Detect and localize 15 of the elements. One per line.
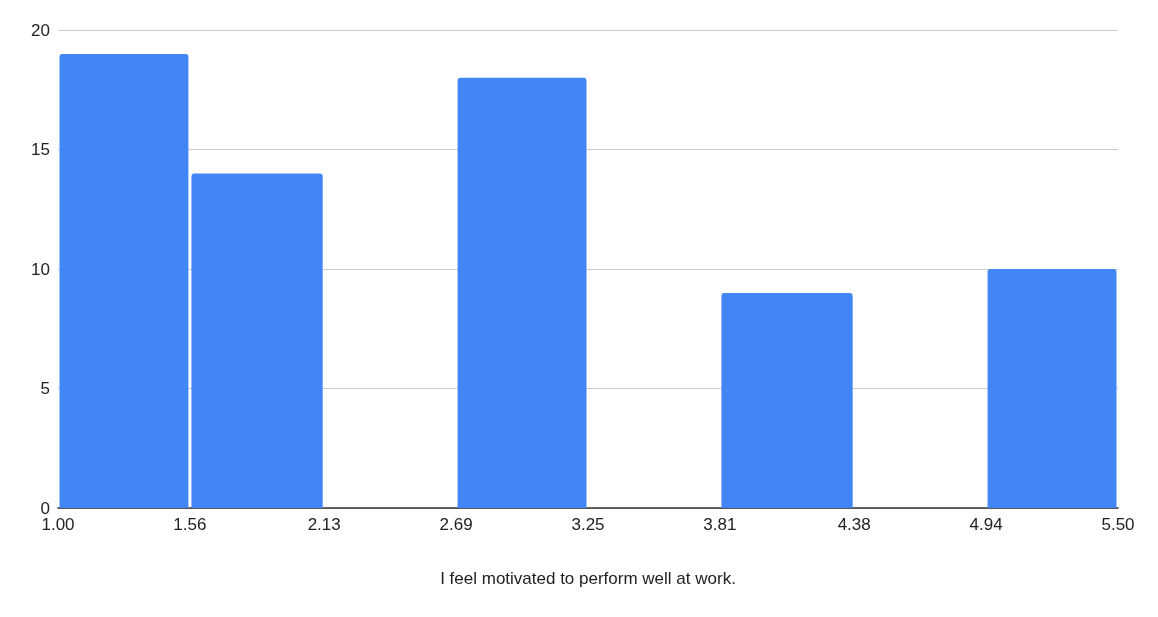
x-tick-label: 1.00 <box>41 515 75 534</box>
y-tick-label: 10 <box>31 259 50 279</box>
x-tick-label: 5.50 <box>1101 515 1135 534</box>
x-axis-title: I feel motivated to perform well at work. <box>440 569 736 588</box>
y-tick-label: 5 <box>40 379 50 398</box>
x-tick-label: 3.81 <box>703 515 737 534</box>
y-tick-label: 20 <box>31 20 50 40</box>
y-tick-label: 15 <box>31 140 50 159</box>
y-tick-label: 0 <box>40 498 50 518</box>
x-tick-label: 2.69 <box>439 515 473 534</box>
x-tick-label: 3.25 <box>571 515 605 534</box>
x-tick-label: 4.94 <box>969 515 1003 534</box>
x-tick-label: 2.13 <box>307 515 341 534</box>
x-tick-label: 1.56 <box>173 515 207 534</box>
x-tick-label: 4.38 <box>837 515 871 534</box>
